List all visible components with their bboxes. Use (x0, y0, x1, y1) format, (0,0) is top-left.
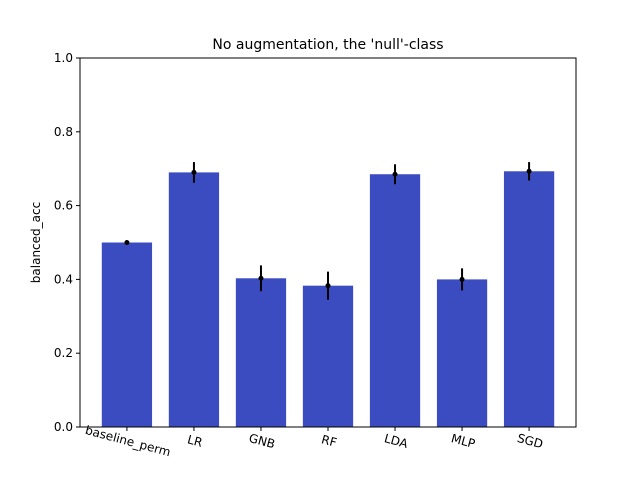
x-tick-label: LDA (383, 431, 410, 451)
x-tick-label: SGD (516, 431, 545, 451)
bar-mlp (436, 279, 488, 427)
mean-marker (325, 283, 331, 289)
bar-sgd (503, 171, 555, 427)
mean-marker (459, 276, 465, 282)
y-tick-label: 0.8 (54, 125, 73, 139)
y-tick-label: 0.6 (54, 199, 73, 213)
y-tick-label: 0.2 (54, 346, 73, 360)
y-tick-label: 0.0 (54, 420, 73, 434)
mean-marker (392, 171, 398, 177)
mean-marker (124, 240, 130, 245)
y-axis-label: balanced_acc (29, 202, 43, 283)
y-tick-label: 1.0 (54, 51, 73, 65)
bar-lr (168, 172, 220, 427)
chart-title: No augmentation, the 'null'-class (212, 37, 443, 53)
bars-group (101, 171, 555, 427)
y-tick-label: 0.4 (54, 272, 73, 286)
bar-rf (302, 285, 354, 427)
x-tick-label: LR (186, 432, 204, 449)
x-tick-label: baseline_perm (84, 423, 172, 459)
errorbars-group (124, 162, 532, 300)
y-axis: 0.0 0.2 0.4 0.6 0.8 1.0 (54, 51, 80, 434)
x-tick-label: RF (320, 432, 338, 449)
x-axis: baseline_perm LR GNB RF LDA MLP SGD (84, 423, 545, 459)
bar-lda (369, 174, 421, 427)
x-tick-label: GNB (247, 431, 276, 451)
mean-marker (258, 275, 264, 281)
mean-marker (191, 169, 197, 175)
bar-baseline-perm (101, 242, 153, 427)
mean-marker (526, 168, 532, 174)
bar-gnb (235, 278, 287, 427)
x-tick-label: MLP (450, 431, 477, 451)
